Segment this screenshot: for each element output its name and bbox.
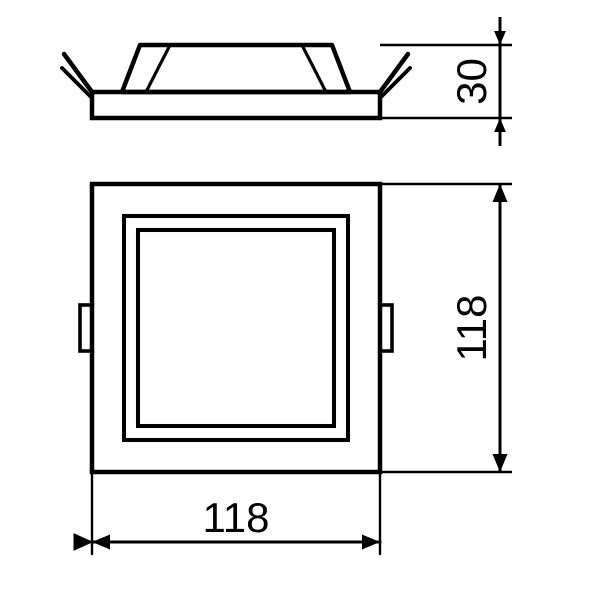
svg-text:118: 118 [203, 494, 270, 541]
svg-text:30: 30 [448, 58, 495, 105]
svg-text:118: 118 [448, 295, 495, 362]
